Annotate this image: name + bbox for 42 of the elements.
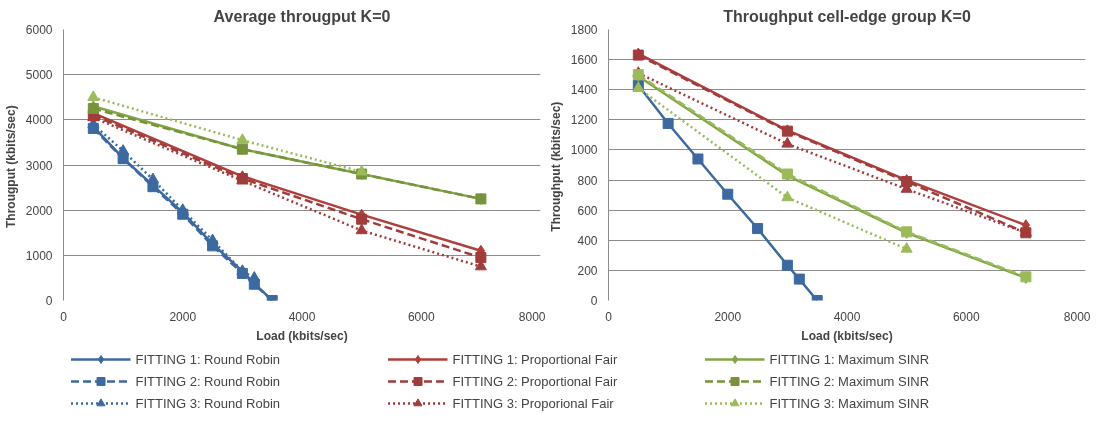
y-tick-label: 4000 [25,113,53,128]
y-axis-title: Througput (kbits/sec) [3,105,18,228]
x-tick-label: 4000 [833,309,861,324]
x-tick-label: 2000 [714,309,742,324]
x-tick-label: 8000 [518,309,546,324]
legend-label: FITTING 2: Maximum SINR [769,373,931,389]
y-axis-title: Throughput (kbits/sec) [548,101,563,232]
y-tick-label: 1000 [570,143,598,158]
legend-label: FITTING 3: Round Robin [135,395,281,411]
legend-label: FITTING 3: Proporional Fair [452,395,615,411]
y-tick-label: 3000 [25,158,53,173]
legend-label: FITTING 1: Round Robin [135,351,281,367]
x-axis-title: Load (kbits/sec) [801,328,893,343]
y-tick-label: 1400 [570,83,598,98]
legend-label: FITTING 1: Proportional Fair [452,351,619,367]
legend-label: FITTING 2: Round Robin [135,373,281,389]
y-tick-label: 0 [590,294,598,308]
y-tick-label: 2000 [25,203,53,218]
x-tick-label: 4000 [288,309,316,324]
y-tick-label: 400 [577,233,598,248]
x-axis-title: Load (kbits/sec) [256,328,348,343]
y-tick-label: 0 [45,294,53,308]
y-tick-label: 5000 [25,68,53,83]
y-tick-label: 1800 [570,23,598,37]
x-tick-label: 0 [605,309,613,324]
x-tick-label: 8000 [1063,309,1091,324]
chart-title: Average througput K=0 [213,7,391,25]
y-tick-label: 1600 [570,53,598,68]
legend-label: FITTING 2: Proportional Fair [452,373,619,389]
legend-label: FITTING 1: Maximum SINR [769,351,931,367]
x-tick-label: 0 [60,309,68,324]
y-tick-label: 800 [577,173,598,188]
y-tick-label: 200 [577,263,598,278]
y-tick-label: 6000 [25,23,53,37]
x-tick-label: 6000 [407,309,435,324]
y-tick-label: 1200 [570,113,598,128]
x-tick-label: 2000 [169,309,197,324]
legend-label: FITTING 3: Maximum SINR [769,395,931,411]
y-tick-label: 600 [577,203,598,218]
x-tick-label: 6000 [952,309,980,324]
y-tick-label: 1000 [25,248,53,263]
chart-title: Throughput cell-edge group K=0 [723,7,971,25]
